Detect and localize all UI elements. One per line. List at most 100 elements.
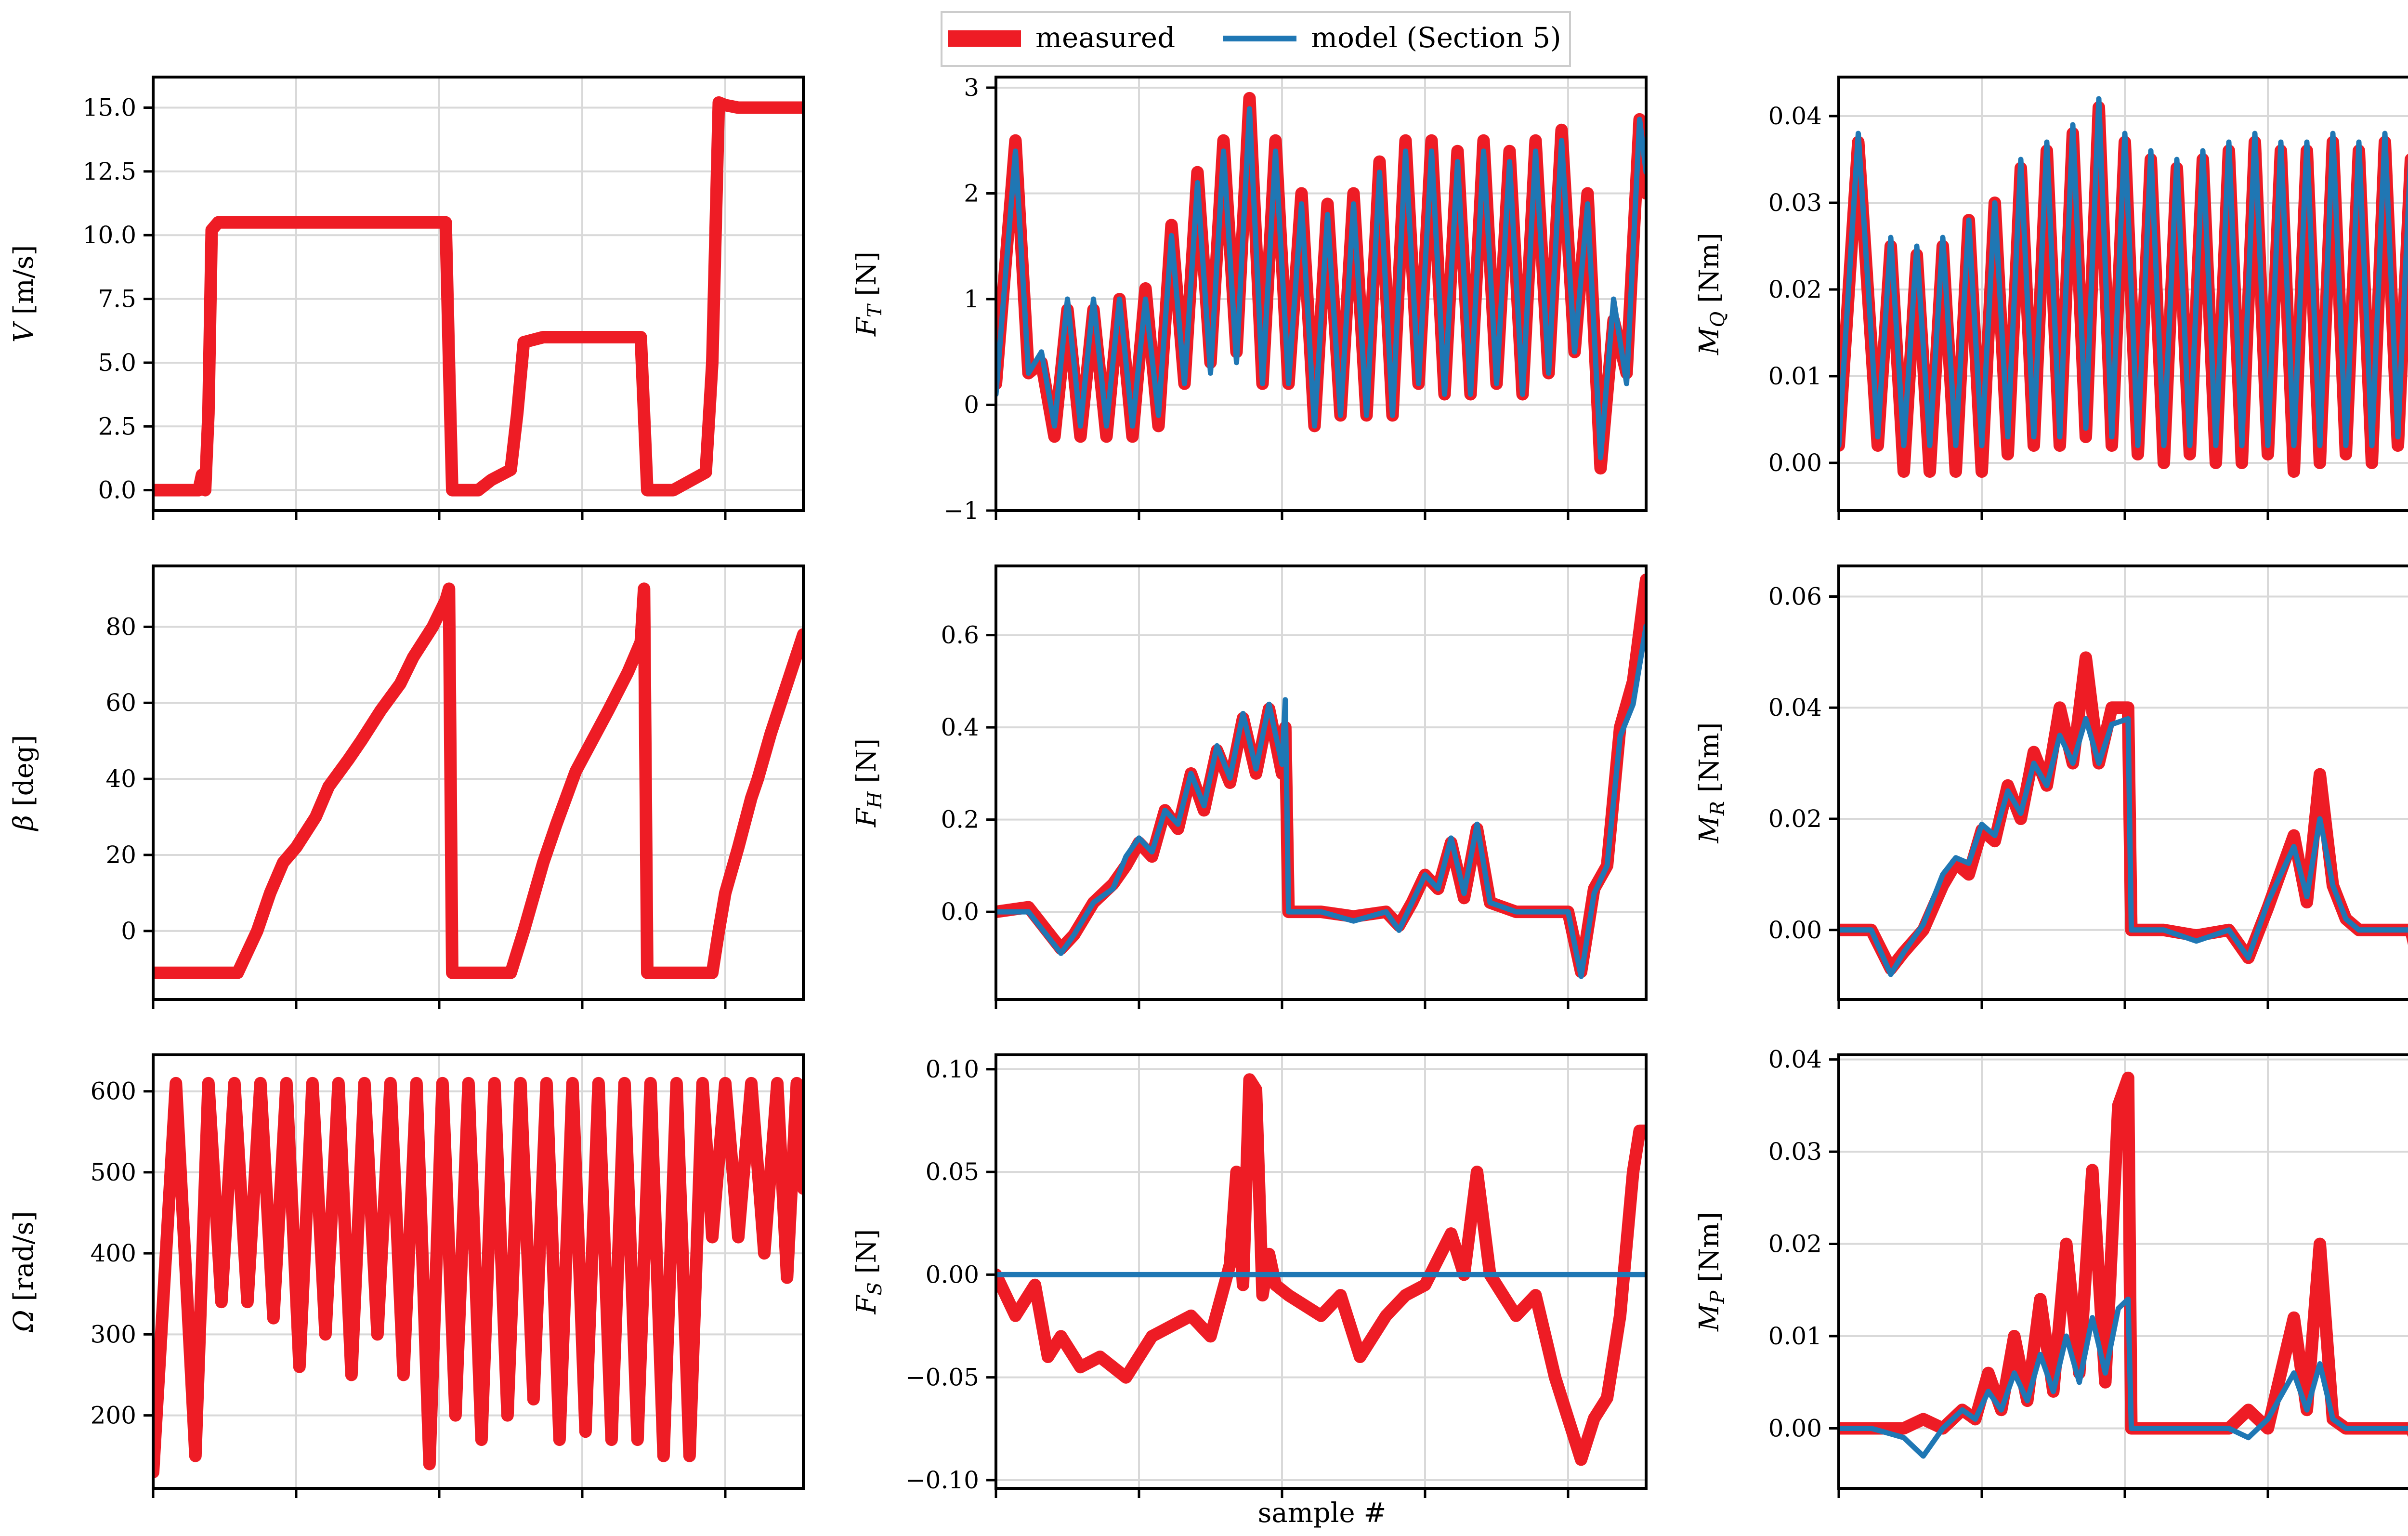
ytick-label-V-3: 7.5 (98, 285, 136, 313)
ytick-label-FS-1: −0.05 (905, 1364, 979, 1392)
ytick-label-FT-0: −1 (943, 497, 979, 525)
subplot-V: 0.0 2.5 5.0 7.5 10.0 12.5 15.0 V [m/s] (8, 76, 805, 520)
ytick-label-MP-4: 0.04 (1768, 1046, 1822, 1074)
ylabel-symbol-MP: M (1694, 1303, 1725, 1332)
ytick-label-FH-2: 0.4 (941, 713, 979, 741)
axes-frame-FH (995, 565, 1648, 1001)
ytick-label-MQ-1: 0.01 (1768, 362, 1822, 390)
series-MR-model (1839, 716, 2408, 977)
ylabel-unit-MQ: [Nm] (1694, 233, 1725, 312)
ylabel-MP: MP [Nm] (1694, 1212, 1729, 1332)
series-V-measured (153, 96, 803, 497)
ytick-label-MQ-2: 0.02 (1768, 276, 1822, 303)
ytick-label-MR-2: 0.04 (1768, 694, 1822, 722)
ytick-label-beta-0: 0 (121, 917, 136, 945)
ytick-label-V-2: 5.0 (98, 349, 136, 377)
axes-frame-Omega (152, 1053, 805, 1490)
series-FS-measured (996, 1073, 1646, 1466)
ytick-label-V-1: 2.5 (98, 412, 136, 440)
ytick-label-beta-2: 40 (105, 765, 136, 793)
ytick-label-Omega-0: 200 (91, 1402, 136, 1430)
ylabel-FH: FH [N] (851, 738, 886, 827)
ytick-label-MP-1: 0.01 (1768, 1322, 1822, 1350)
series-FT-model (996, 106, 1646, 460)
legend-frame (941, 11, 1571, 67)
ylabel-symbol-Omega: Ω (8, 1310, 39, 1332)
ytick-label-MQ-4: 0.04 (1768, 102, 1822, 130)
ylabel-symbol-MQ: M (1694, 327, 1725, 355)
subplot-beta: 0 20 40 60 80 β [deg] (8, 565, 805, 1009)
ytick-label-FH-3: 0.6 (941, 621, 979, 649)
ytick-label-FT-4: 3 (964, 74, 979, 102)
axes-frame-FS (995, 1053, 1648, 1490)
legend: measured model (Section 5) (941, 11, 1571, 67)
ylabel-symbol-beta: β (8, 815, 39, 831)
ytick-label-MP-3: 0.03 (1768, 1138, 1822, 1166)
ylabel-beta: β [deg] (8, 735, 39, 832)
ylabel-symbol-FH: F (851, 807, 882, 827)
ytick-label-V-5: 12.5 (83, 158, 136, 185)
ytick-label-MP-2: 0.02 (1768, 1230, 1822, 1258)
ytick-label-FH-0: 0.0 (941, 898, 979, 926)
ylabel-unit-MR: [Nm] (1694, 722, 1725, 801)
ytick-label-Omega-1: 300 (91, 1320, 136, 1348)
axes-frame-MP (1837, 1053, 2408, 1490)
ytick-label-FT-1: 0 (964, 391, 979, 419)
ytick-label-beta-1: 20 (105, 841, 136, 869)
ylabel-unit-V: [m/s] (8, 245, 39, 323)
ylabel-symbol-FS: F (851, 1294, 882, 1314)
ytick-label-FT-2: 1 (964, 285, 979, 313)
ylabel-unit-FH: [N] (851, 738, 882, 792)
ytick-label-FS-4: 0.10 (926, 1055, 979, 1083)
ylabel-MR: MR [Nm] (1694, 722, 1729, 843)
subplot-FT: −1 0 1 2 3 FT [N] (851, 74, 1648, 525)
ytick-label-beta-4: 80 (105, 613, 136, 641)
axes-frame-V (152, 76, 805, 512)
ytick-label-MQ-0: 0.00 (1768, 449, 1822, 477)
shared-xlabel: sample # (1258, 1497, 1387, 1529)
ytick-label-Omega-3: 500 (91, 1158, 136, 1186)
ytick-label-FT-3: 2 (964, 179, 979, 207)
ylabel-unit-Omega: [rad/s] (8, 1211, 39, 1310)
ytick-label-Omega-4: 600 (91, 1077, 136, 1105)
ylabel-unit-MP: [Nm] (1694, 1212, 1725, 1291)
ytick-label-MP-0: 0.00 (1768, 1415, 1822, 1443)
ylabel-V: V [m/s] (8, 245, 39, 343)
ylabel-subscript-MQ: Q (1707, 312, 1729, 328)
ylabel-FT: FT [N] (851, 251, 886, 337)
ylabel-subscript-FT: T (864, 303, 886, 317)
ytick-label-MR-3: 0.06 (1768, 582, 1822, 610)
series-FH-model (996, 623, 1646, 979)
ylabel-symbol-FT: F (851, 316, 882, 337)
ylabel-subscript-FH: H (864, 791, 886, 809)
series-MP-model (1839, 1296, 2408, 1459)
axes-frame-MR (1837, 565, 2408, 1001)
subplot-MP: 0.00 0.01 0.02 0.03 0.04 MP [Nm] (1694, 1046, 2408, 1498)
ytick-label-V-4: 10.0 (83, 221, 136, 249)
ylabel-Omega: Ω [rad/s] (8, 1211, 39, 1333)
subplot-MQ: 0.00 0.01 0.02 0.03 0.04 MQ [Nm] (1694, 76, 2408, 520)
subplot-FH: 0.0 0.2 0.4 0.6 FH [N] (851, 565, 1648, 1009)
ylabel-subscript-MP: P (1707, 1290, 1729, 1304)
axes-frame-FT (995, 76, 1648, 512)
ytick-label-MR-1: 0.02 (1768, 805, 1822, 833)
ylabel-unit-FT: [N] (851, 251, 882, 305)
ytick-label-FH-1: 0.2 (941, 806, 979, 834)
subplot-FS: −0.10 −0.05 0.00 0.05 0.10 FS [N] (851, 1053, 1648, 1498)
axes-frame-beta (152, 565, 805, 1001)
series-MP-measured (1839, 1071, 2408, 1437)
legend-label-model: model (Section 5) (1311, 21, 1561, 54)
ytick-label-V-0: 0.0 (98, 476, 136, 504)
ylabel-FS: FS [N] (851, 1229, 886, 1315)
series-Omega-measured (153, 1077, 803, 1479)
ytick-label-V-6: 15.0 (83, 94, 136, 122)
ylabel-subscript-MR: R (1707, 801, 1729, 816)
ytick-label-FS-0: −0.10 (905, 1466, 979, 1494)
ylabel-symbol-MR: M (1694, 815, 1725, 844)
ytick-label-MQ-3: 0.03 (1768, 189, 1822, 217)
ylabel-subscript-FS: S (864, 1282, 886, 1295)
ytick-label-FS-3: 0.05 (926, 1158, 979, 1186)
legend-label-measured: measured (1035, 21, 1175, 54)
ylabel-unit-beta: [deg] (8, 735, 39, 815)
